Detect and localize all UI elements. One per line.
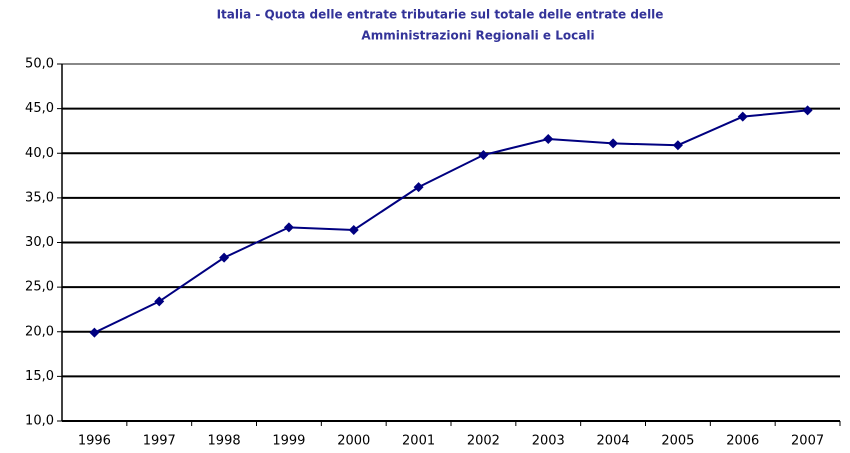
chart-title: Amministrazioni Regionali e Locali: [361, 29, 594, 43]
x-tick-label: 2007: [791, 434, 824, 449]
x-tick-label: 2003: [532, 434, 565, 449]
y-tick-label: 30,0: [25, 235, 54, 250]
x-tick-label: 2006: [726, 434, 759, 449]
x-tick-label: 2004: [597, 434, 630, 449]
marker: [543, 133, 554, 144]
y-tick-label: 15,0: [25, 369, 54, 384]
x-tick-label: 1998: [208, 434, 241, 449]
chart-title: Italia - Quota delle entrate tributarie …: [217, 8, 664, 22]
marker: [219, 252, 230, 263]
marker: [478, 150, 489, 161]
x-tick-label: 1997: [143, 434, 176, 449]
y-tick-label: 20,0: [25, 324, 54, 339]
y-tick-label: 25,0: [25, 280, 54, 295]
x-tick-label: 2000: [337, 434, 370, 449]
line: [93, 109, 808, 334]
marker: [672, 140, 683, 151]
marker: [348, 225, 359, 236]
marker: [89, 327, 100, 338]
marker: [283, 222, 294, 233]
x-tick-label: 2002: [467, 434, 500, 449]
y-tick-label: 50,0: [25, 57, 54, 72]
x-tick-label: 2005: [661, 434, 694, 449]
y-tick-label: 45,0: [25, 101, 54, 116]
marker: [737, 111, 748, 122]
x-tick-label: 1996: [78, 434, 111, 449]
marker: [802, 105, 813, 116]
x-tick-label: 1999: [272, 434, 305, 449]
y-tick-label: 10,0: [25, 414, 54, 429]
marker: [413, 182, 424, 193]
y-tick-label: 40,0: [25, 146, 54, 161]
y-tick-label: 35,0: [25, 190, 54, 205]
x-tick-label: 2001: [402, 434, 435, 449]
marker: [608, 138, 619, 149]
marker: [154, 296, 165, 307]
